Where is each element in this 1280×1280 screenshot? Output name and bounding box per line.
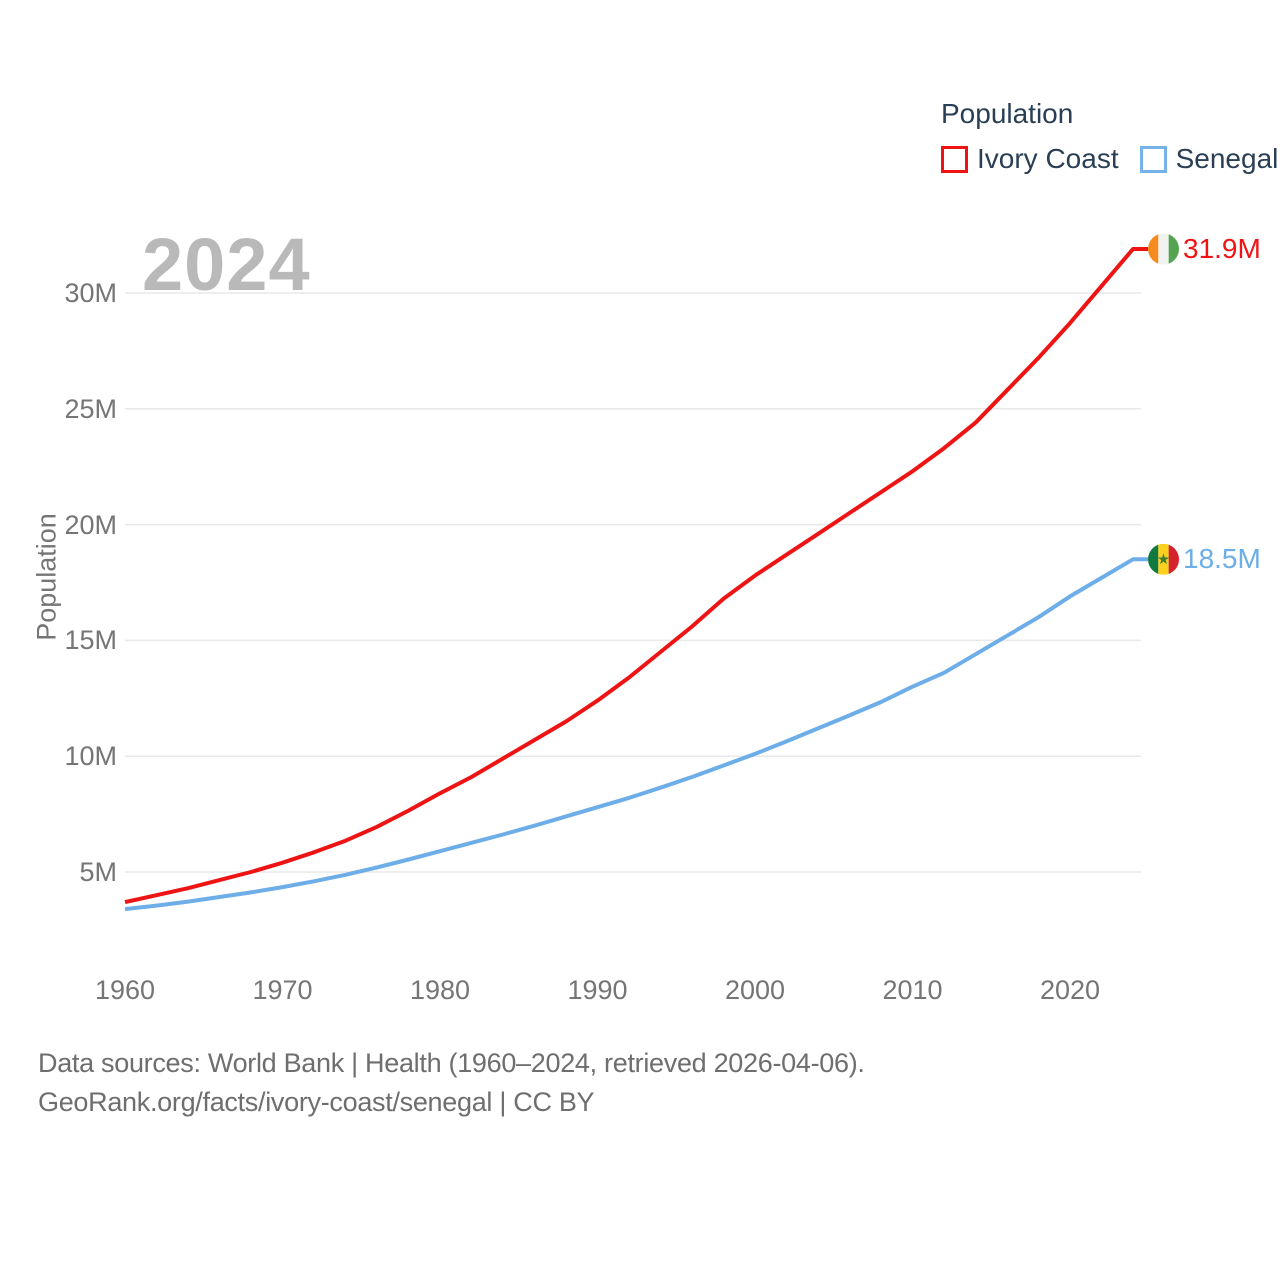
x-tick-label: 1960 (94, 975, 156, 1005)
y-tick-label: 15M (64, 625, 117, 656)
gridlines (125, 292, 1141, 873)
legend-item-ivory-coast[interactable]: Ivory Coast (941, 144, 1119, 174)
ivory-coast-line[interactable] (124, 247, 1148, 905)
legend-title: Population (941, 98, 1074, 129)
x-tick-label: 1970 (252, 975, 313, 1005)
x-tick-label: 2010 (882, 975, 943, 1005)
y-tick-label: 25M (64, 393, 117, 424)
ivory-coast-flag-icon (1148, 233, 1179, 265)
legend-label-senegal: Senegal (1175, 143, 1279, 174)
x-tick-label: 2020 (1039, 975, 1101, 1005)
data-sources: Data sources: World Bank | Health (1960–… (38, 1044, 865, 1122)
y-tick-label: 5M (79, 857, 117, 887)
y-tick-label: 10M (64, 741, 117, 772)
legend-label-ivory-coast: Ivory Coast (977, 143, 1119, 174)
senegal-swatch-icon (1139, 145, 1167, 173)
legend-item-senegal[interactable]: Senegal (1139, 143, 1279, 174)
ivory-coast-swatch-icon (941, 145, 968, 173)
y-axis-title: Population (31, 513, 62, 641)
y-tick-label: 30M (64, 278, 117, 308)
x-tick-label: 1990 (567, 975, 628, 1005)
senegal-flag-icon (1148, 543, 1179, 575)
senegal-end-value: 18.5M (1183, 543, 1261, 575)
data-sources-line2: GeoRank.org/facts/ivory-coast/senegal | … (38, 1087, 595, 1117)
legend: Population Ivory Coast Senegal (941, 98, 1278, 174)
y-tick-label: 20M (64, 509, 117, 540)
senegal-line[interactable] (124, 557, 1148, 912)
data-sources-line1: Data sources: World Bank | Health (1960–… (38, 1048, 865, 1078)
watermark-year: 2024 (142, 223, 311, 306)
x-tick-label: 2000 (724, 975, 786, 1005)
x-tick-label: 1980 (409, 975, 471, 1005)
ivory-coast-end-value: 31.9M (1183, 232, 1261, 264)
